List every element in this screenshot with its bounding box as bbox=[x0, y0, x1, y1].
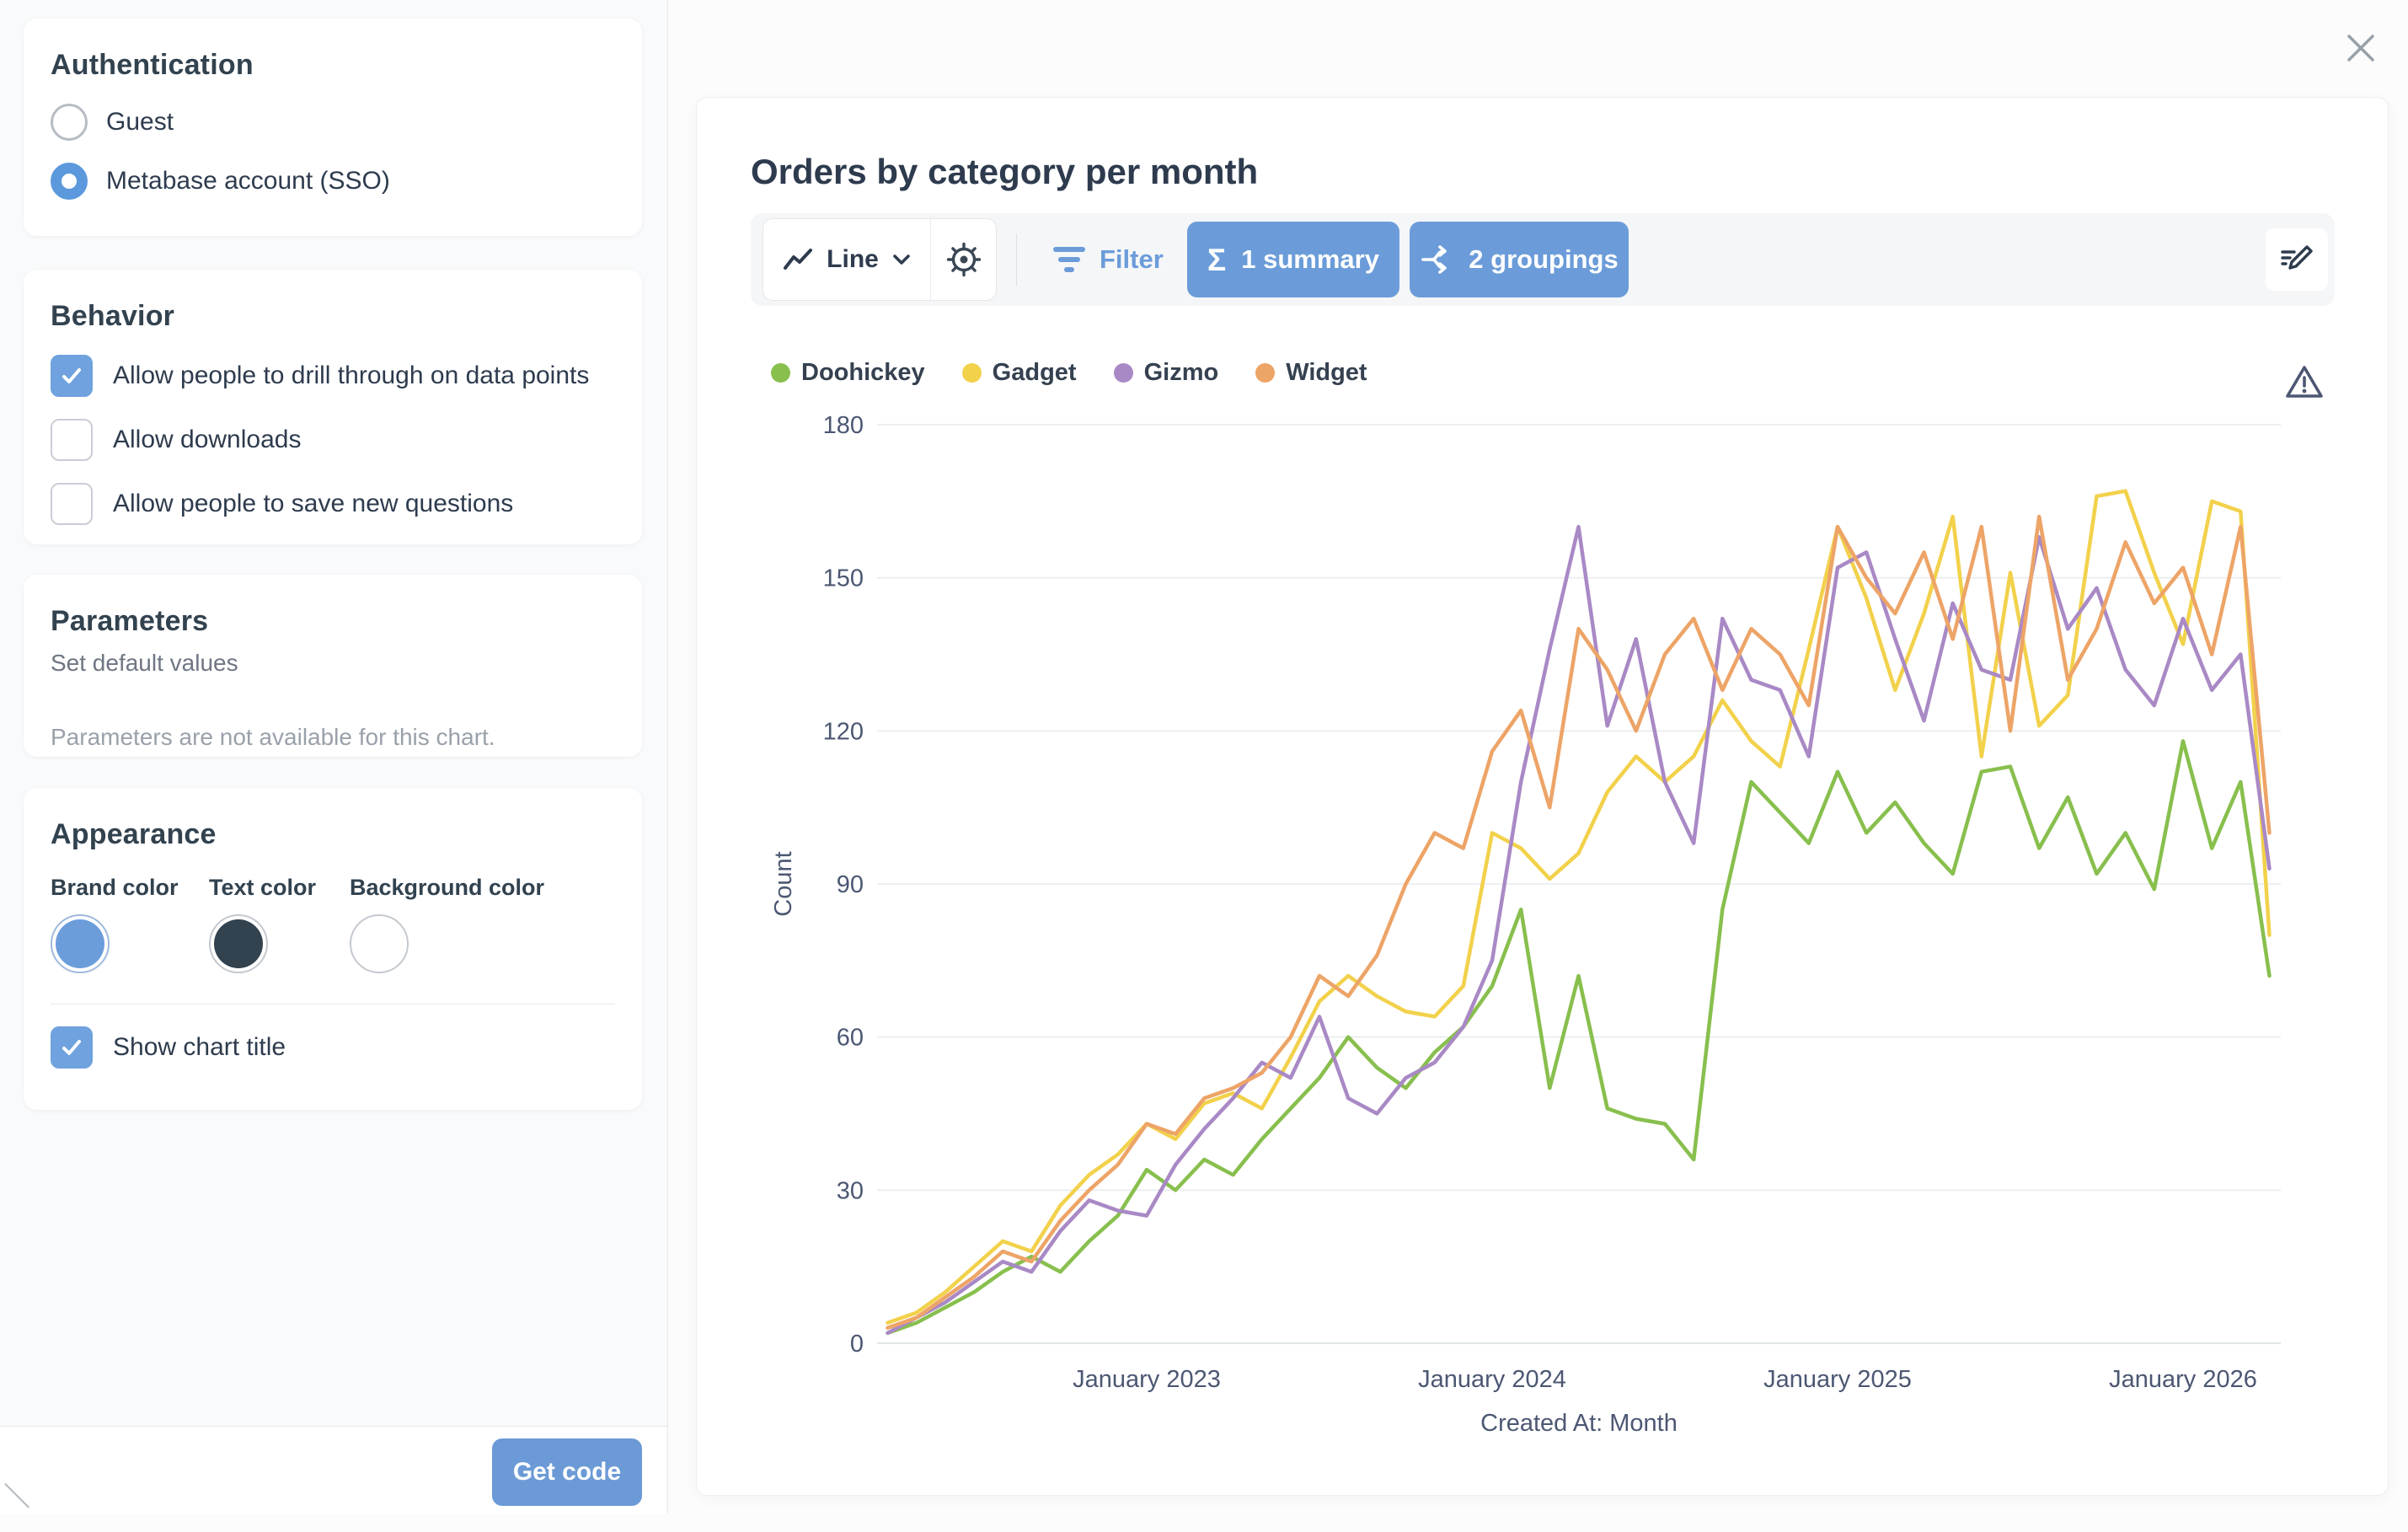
chart-type-dropdown[interactable]: Line bbox=[763, 219, 931, 300]
chart-toolbar: Line bbox=[751, 213, 2335, 306]
legend-label: Gizmo bbox=[1143, 359, 1219, 386]
legend-dot bbox=[1255, 363, 1276, 383]
close-icon[interactable] bbox=[2341, 28, 2381, 68]
svg-text:60: 60 bbox=[837, 1025, 864, 1052]
chevron-down-icon bbox=[893, 254, 910, 265]
legend-label: Gadget bbox=[992, 359, 1077, 386]
legend-item-gadget[interactable]: Gadget bbox=[961, 359, 1077, 387]
pencil-lines-icon bbox=[2281, 245, 2313, 270]
parameters-subtitle: Set default values bbox=[51, 650, 238, 676]
split-arrows-icon bbox=[1421, 245, 1447, 274]
chart-legend: Doohickey Gadget Gizmo Widget bbox=[771, 359, 1367, 387]
checkbox-label: Allow downloads bbox=[113, 426, 302, 453]
radio-label: Guest bbox=[106, 108, 174, 136]
filter-icon bbox=[1053, 247, 1085, 272]
text-color-control: Text color bbox=[209, 875, 350, 973]
groupings-label: 2 groupings bbox=[1469, 244, 1619, 274]
groupings-button[interactable]: 2 groupings bbox=[1410, 222, 1629, 297]
embed-settings-sidebar: Authentication Guest Metabase account (S… bbox=[0, 0, 668, 1532]
legend-dot bbox=[1113, 363, 1133, 383]
svg-text:January 2024: January 2024 bbox=[1418, 1366, 1566, 1393]
checkbox-icon[interactable] bbox=[51, 355, 93, 397]
radio-icon[interactable] bbox=[51, 104, 88, 141]
checkbox-label: Show chart title bbox=[113, 1033, 286, 1061]
chart-type-group: Line bbox=[763, 218, 997, 301]
summary-label: 1 summary bbox=[1241, 244, 1379, 274]
svg-text:30: 30 bbox=[837, 1177, 864, 1204]
checkbox-icon[interactable] bbox=[51, 483, 93, 525]
legend-label: Doohickey bbox=[801, 359, 925, 386]
legend-label: Widget bbox=[1286, 359, 1367, 386]
background-color-swatch[interactable] bbox=[350, 914, 409, 973]
authentication-title: Authentication bbox=[51, 49, 254, 81]
checkbox-drill-through[interactable]: Allow people to drill through on data po… bbox=[51, 355, 615, 397]
svg-text:January 2026: January 2026 bbox=[2109, 1366, 2257, 1393]
checkbox-show-chart-title[interactable]: Show chart title bbox=[51, 1026, 615, 1069]
get-code-button[interactable]: Get code bbox=[492, 1438, 642, 1506]
svg-text:0: 0 bbox=[850, 1331, 864, 1358]
text-color-swatch[interactable] bbox=[209, 914, 268, 973]
text-color-label: Text color bbox=[209, 875, 317, 900]
authentication-card: Authentication Guest Metabase account (S… bbox=[24, 19, 642, 236]
toolbar-divider bbox=[1016, 233, 1017, 286]
svg-text:180: 180 bbox=[823, 412, 864, 439]
svg-text:120: 120 bbox=[823, 718, 864, 745]
radio-metabase-sso[interactable]: Metabase account (SSO) bbox=[51, 163, 615, 200]
appearance-card: Appearance Brand color Text color Backgr… bbox=[24, 788, 642, 1110]
checkbox-save-new-questions[interactable]: Allow people to save new questions bbox=[51, 483, 615, 525]
parameters-card: Parameters Set default values Parameters… bbox=[24, 575, 642, 757]
color-swatches: Brand color Text color Background color bbox=[51, 875, 615, 973]
brand-color-label: Brand color bbox=[51, 875, 179, 900]
sigma-icon: Σ bbox=[1207, 242, 1227, 277]
appearance-title: Appearance bbox=[51, 818, 217, 850]
checkbox-icon[interactable] bbox=[51, 1026, 93, 1069]
parameters-title: Parameters bbox=[51, 605, 209, 637]
svg-text:Count: Count bbox=[770, 851, 797, 916]
svg-text:150: 150 bbox=[823, 565, 864, 592]
svg-text:Created At: Month: Created At: Month bbox=[1480, 1410, 1678, 1437]
question-preview-card: Orders by category per month Line bbox=[696, 97, 2389, 1496]
parameters-empty-message: Parameters are not available for this ch… bbox=[51, 724, 495, 750]
legend-item-gizmo[interactable]: Gizmo bbox=[1113, 359, 1219, 387]
legend-dot bbox=[961, 363, 982, 383]
chart-title: Orders by category per month bbox=[751, 152, 1259, 191]
svg-text:January 2025: January 2025 bbox=[1763, 1366, 1912, 1393]
checkbox-icon[interactable] bbox=[51, 419, 93, 461]
svg-text:90: 90 bbox=[837, 871, 864, 898]
line-chart: 0 30 60 90 120 150 180 January 2023 January 2024… bbox=[770, 412, 2281, 1437]
chart-type-label: Line bbox=[827, 245, 879, 273]
sidebar-footer: Get code bbox=[0, 1426, 667, 1514]
line-chart-icon bbox=[784, 249, 813, 270]
svg-text:January 2023: January 2023 bbox=[1073, 1366, 1221, 1393]
legend-item-doohickey[interactable]: Doohickey bbox=[771, 359, 925, 387]
checkbox-label: Allow people to drill through on data po… bbox=[113, 362, 590, 389]
edit-notebook-button[interactable] bbox=[2266, 228, 2328, 291]
checkbox-allow-downloads[interactable]: Allow downloads bbox=[51, 419, 615, 461]
brand-color-swatch[interactable] bbox=[51, 914, 110, 973]
radio-icon[interactable] bbox=[51, 163, 88, 200]
chart-settings-button[interactable] bbox=[931, 219, 996, 300]
behavior-card: Behavior Allow people to drill through o… bbox=[24, 270, 642, 544]
brand-color-control: Brand color bbox=[51, 875, 209, 973]
warning-triangle-icon[interactable] bbox=[2284, 362, 2325, 403]
behavior-title: Behavior bbox=[51, 300, 175, 332]
preview-area: Orders by category per month Line bbox=[668, 0, 2408, 1513]
radio-label: Metabase account (SSO) bbox=[106, 167, 390, 195]
background-color-control: Background color bbox=[350, 875, 544, 973]
filter-button[interactable]: Filter bbox=[1047, 222, 1169, 297]
gear-icon bbox=[946, 242, 981, 277]
legend-item-widget[interactable]: Widget bbox=[1255, 359, 1367, 387]
filter-label: Filter bbox=[1100, 244, 1164, 274]
background-color-label: Background color bbox=[350, 875, 545, 900]
radio-guest[interactable]: Guest bbox=[51, 104, 615, 141]
checkbox-label: Allow people to save new questions bbox=[113, 490, 514, 517]
summary-button[interactable]: Σ 1 summary bbox=[1187, 222, 1399, 297]
legend-dot bbox=[771, 363, 790, 383]
